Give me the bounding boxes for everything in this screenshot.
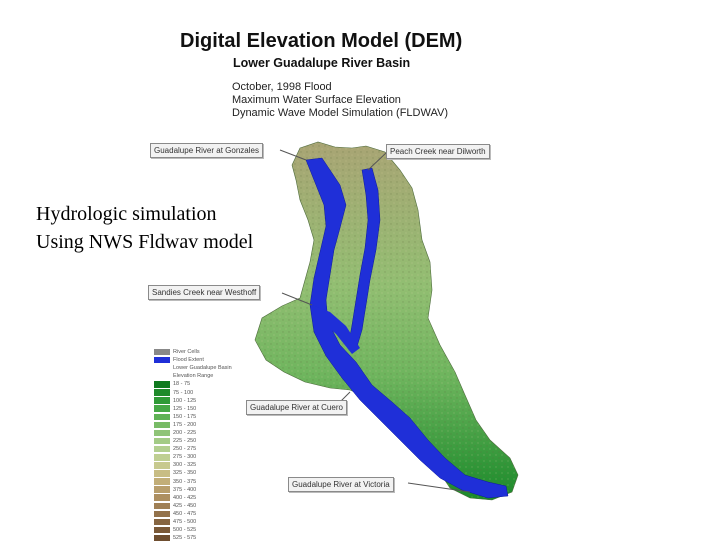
legend-item: 250 - 275 — [154, 445, 244, 453]
map-info: October, 1998 Flood Maximum Water Surfac… — [232, 81, 448, 120]
legend-item: 75 - 100 — [154, 388, 244, 396]
legend-swatch — [154, 437, 170, 445]
elevation-legend: River Cells Flood Extent Lower Guadalupe B… — [154, 348, 244, 542]
flood-extent — [305, 157, 509, 499]
legend-label: 18 - 75 — [173, 381, 191, 388]
legend-label: 525 - 575 — [173, 535, 197, 542]
legend-item: 400 - 425 — [154, 494, 244, 502]
callout-cuero: Guadalupe River at Cuero — [246, 400, 347, 415]
legend-item: Lower Guadalupe Basin — [154, 364, 244, 372]
legend-label: 400 - 425 — [173, 494, 197, 501]
legend-swatch — [154, 413, 170, 421]
legend-swatch — [154, 518, 170, 526]
legend-swatch — [154, 494, 170, 501]
legend-swatch — [154, 364, 170, 372]
legend-item: 100 - 125 — [154, 397, 244, 405]
legend-label: 475 - 500 — [173, 519, 197, 526]
legend-swatch — [154, 389, 170, 396]
legend-item: 500 - 525 — [154, 526, 244, 534]
legend-item: 450 - 475 — [154, 510, 244, 518]
map-title: Digital Elevation Model (DEM) — [180, 30, 463, 52]
legend-swatch — [154, 486, 170, 493]
legend-label: Flood Extent — [173, 357, 204, 364]
callout-dewitt: Peach Creek near Dilworth — [386, 144, 490, 159]
legend-item: 125 - 150 — [154, 405, 244, 413]
legend-label: 300 - 325 — [173, 462, 197, 469]
info-line: Dynamic Wave Model Simulation (FLDWAV) — [232, 107, 448, 119]
legend-label: 175 - 200 — [173, 421, 197, 428]
legend-swatch — [154, 526, 170, 534]
legend-item: 200 - 225 — [154, 429, 244, 437]
legend-swatch — [154, 534, 170, 542]
legend-label: River Cells — [173, 349, 200, 356]
legend-swatch — [154, 348, 170, 356]
legend-swatch — [154, 405, 170, 412]
legend-item: 475 - 500 — [154, 518, 244, 526]
legend-swatch — [154, 470, 170, 477]
legend-item: 425 - 450 — [154, 502, 244, 510]
legend-swatch — [154, 429, 170, 437]
legend-label: 500 - 525 — [173, 527, 197, 534]
legend-label: 275 - 300 — [173, 454, 197, 461]
legend-label: Elevation Range — [173, 373, 214, 380]
legend-label: 125 - 150 — [173, 405, 197, 412]
legend-item: Flood Extent — [154, 356, 244, 364]
legend-item: River Cells — [154, 348, 244, 356]
legend-label: 150 - 175 — [173, 413, 197, 420]
legend-label: 200 - 225 — [173, 429, 197, 436]
legend-item: 18 - 75 — [154, 380, 244, 388]
legend-label: Lower Guadalupe Basin — [173, 365, 232, 372]
legend-swatch — [154, 462, 170, 469]
callout-westhoff: Sandies Creek near Westhoff — [148, 285, 261, 300]
legend-swatch — [154, 356, 170, 364]
legend-swatch — [154, 454, 170, 461]
legend-swatch — [154, 373, 170, 380]
legend-item: 225 - 250 — [154, 437, 244, 445]
legend-label: 250 - 275 — [173, 446, 197, 453]
legend-item: 325 - 350 — [154, 469, 244, 477]
overlay-caption: Hydrologic simulation Using NWS Fldwav m… — [36, 200, 253, 256]
legend-label: 350 - 375 — [173, 478, 197, 485]
info-line: October, 1998 Flood — [232, 81, 332, 93]
legend-swatch — [154, 397, 170, 404]
callout-gonzales: Guadalupe River at Gonzales — [150, 143, 263, 158]
callout-leaders — [279, 149, 471, 493]
legend-label: 225 - 250 — [173, 438, 197, 445]
legend-swatch — [154, 502, 170, 510]
legend-item: 275 - 300 — [154, 453, 244, 461]
legend-item: 300 - 325 — [154, 461, 244, 469]
legend-swatch — [154, 445, 170, 453]
legend-item: 525 - 575 — [154, 534, 244, 542]
legend-swatch — [154, 510, 170, 518]
overlay-line-2: Using NWS Fldwav model — [36, 231, 254, 253]
legend-item: 175 - 200 — [154, 421, 244, 429]
legend-label: 325 - 350 — [173, 470, 197, 477]
legend-swatch — [154, 381, 170, 388]
legend-item: Elevation Range — [154, 372, 244, 380]
legend-item: 375 - 400 — [154, 486, 244, 494]
info-line: Maximum Water Surface Elevation — [232, 94, 401, 106]
legend-label: 375 - 400 — [173, 486, 197, 493]
legend-item: 150 - 175 — [154, 413, 244, 421]
legend-label: 75 - 100 — [173, 389, 194, 396]
legend-swatch — [154, 421, 170, 429]
legend-label: 450 - 475 — [173, 510, 197, 517]
flood-extent-sandies — [312, 305, 360, 354]
legend-label: 100 - 125 — [173, 397, 197, 404]
legend-swatch — [154, 478, 170, 485]
overlay-line-1: Hydrologic simulation — [36, 203, 217, 225]
legend-item: 350 - 375 — [154, 478, 244, 486]
callout-victoria: Guadalupe River at Victoria — [288, 477, 394, 492]
map-subtitle: Lower Guadalupe River Basin — [233, 56, 411, 70]
legend-label: 425 - 450 — [173, 502, 197, 509]
